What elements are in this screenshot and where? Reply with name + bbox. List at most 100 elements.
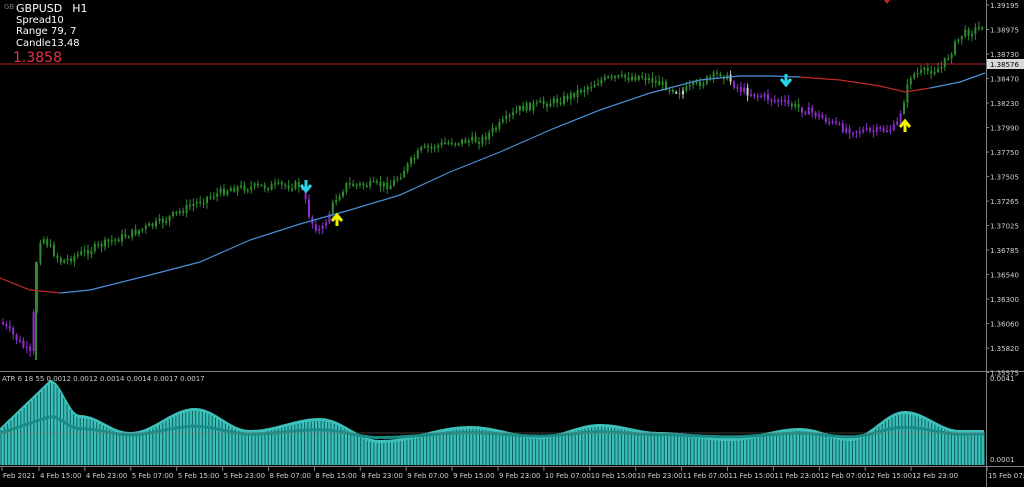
candle-body [573, 93, 576, 97]
candle-body [882, 128, 885, 132]
candle-body [964, 29, 967, 37]
candle-body [600, 79, 603, 84]
price-tick-label: 1.38470 [990, 76, 1019, 84]
candle-body [743, 87, 746, 92]
candle-body [331, 202, 334, 214]
candle-body [716, 72, 718, 75]
candle-body [257, 183, 259, 186]
candle-body [342, 192, 344, 197]
candle-body [627, 77, 630, 80]
candle-body [39, 242, 42, 264]
candle-body [243, 185, 246, 191]
candle-body [906, 84, 909, 103]
candle-body [461, 139, 463, 144]
candle-body [362, 183, 365, 186]
candle-body [790, 103, 793, 107]
candle-body [240, 185, 242, 187]
candle-body [338, 196, 341, 200]
atr-fill-area [0, 380, 985, 465]
candle-body [42, 239, 45, 243]
candle-body [756, 95, 759, 98]
candle-body [212, 196, 215, 199]
candle-body [845, 128, 848, 132]
time-tick-label: 15 Feb 07:00 [988, 472, 1024, 480]
candle-body [318, 228, 321, 231]
candle-body [70, 258, 72, 262]
candle-body [386, 182, 389, 189]
candle-body [185, 204, 188, 214]
candle-body [291, 188, 293, 191]
candle-body [263, 185, 266, 189]
candle-body [512, 112, 514, 116]
candle-body [858, 131, 861, 133]
candle-body [593, 84, 596, 87]
candle-body [83, 250, 86, 252]
candle-body [889, 129, 892, 132]
candle-body [522, 106, 525, 111]
candle-body [467, 140, 470, 143]
candle-body [848, 128, 851, 134]
candle-body [896, 121, 899, 125]
symbol-label: GBPUSD [16, 2, 63, 15]
candle-body [389, 185, 392, 189]
candle-body [355, 184, 358, 187]
candle-body [365, 185, 368, 188]
candle-body [144, 225, 147, 230]
candle-body [189, 204, 191, 207]
candle-body [661, 81, 664, 85]
candle-body [314, 224, 317, 231]
candle-body [223, 188, 225, 195]
candle-body [648, 78, 650, 81]
candle-body [165, 220, 168, 223]
candle-body [107, 239, 110, 242]
candle-body [488, 132, 491, 140]
time-tick-label: 4 Feb 23:00 [86, 472, 127, 480]
atr-indicator-label: ATR 6 18 55 0.0012 0.0012 0.0014 0.0014 … [2, 375, 205, 383]
candle-body [518, 106, 521, 111]
candle-body [855, 131, 858, 133]
candle-body [114, 239, 117, 241]
candle-body [933, 71, 936, 74]
candle-body [155, 220, 157, 227]
candle-body [709, 76, 712, 79]
candle-body [229, 188, 232, 191]
candle-body [879, 127, 882, 129]
down-arrow-icon [779, 74, 793, 88]
atr-histogram [0, 380, 985, 465]
candle-body [382, 182, 385, 187]
time-tick-label: 5 Feb 23:00 [224, 472, 265, 480]
candle-body [546, 103, 548, 107]
time-tick-label: 8 Feb 07:00 [270, 472, 311, 480]
candle-body [637, 76, 640, 80]
candle-body [967, 29, 970, 36]
candle-body [705, 76, 708, 84]
candle-body [821, 114, 824, 118]
candle-body [838, 123, 841, 125]
candle-body [168, 216, 171, 221]
price-tick-label: 1.38230 [990, 100, 1019, 108]
time-tick-label: 10 Feb 15:00 [591, 472, 637, 480]
candle-body [321, 225, 324, 229]
candle-body [746, 87, 749, 96]
candle-body [491, 128, 494, 133]
candle-body [641, 76, 644, 78]
price-tick-label: 1.37505 [990, 174, 1019, 182]
candle-body [675, 92, 678, 94]
candle-body [22, 340, 25, 348]
candle-body [954, 41, 956, 55]
candle-body [977, 27, 980, 29]
candle-body [886, 130, 888, 133]
candle-body [719, 73, 722, 77]
candle-body [597, 83, 599, 86]
price-tick-label: 1.36060 [990, 321, 1019, 329]
candle-body [474, 136, 477, 142]
time-tick-label: 12 Feb 07:00 [820, 472, 866, 480]
candle-body [35, 262, 37, 360]
time-tick-label: 11 Feb 15:00 [729, 472, 775, 480]
candle-body [824, 117, 827, 123]
candle-body [542, 100, 545, 104]
price-tick-label: 1.35820 [990, 345, 1019, 353]
candle-body [93, 243, 96, 252]
candle-body [695, 81, 698, 84]
